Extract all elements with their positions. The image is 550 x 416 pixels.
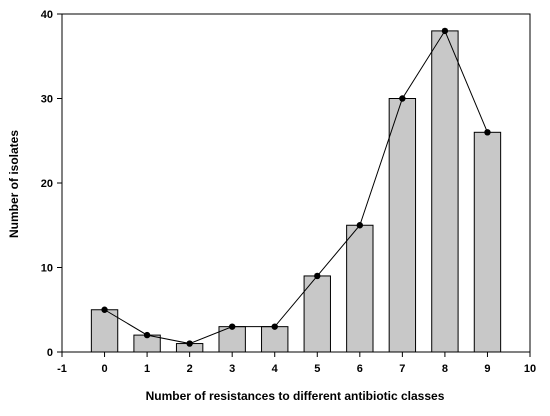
y-tick-label-40: 40 <box>41 9 53 21</box>
x-tick-label-5: 5 <box>314 363 320 375</box>
y-tick-label-10: 10 <box>41 263 53 275</box>
point-8 <box>441 27 449 35</box>
bar-9 <box>473 131 502 353</box>
bar-0 <box>90 309 119 353</box>
point-9 <box>484 129 491 136</box>
point-6 <box>356 222 364 229</box>
point-3 <box>228 323 236 330</box>
bar-8 <box>431 30 459 353</box>
x-tick-label-10: 10 <box>524 363 536 375</box>
y-tick-label-30: 30 <box>41 94 53 106</box>
point-0 <box>101 306 108 313</box>
line-layer <box>101 27 491 347</box>
axes-layer: -1 0 1 2 3 4 5 6 7 8 9 10 0 10 20 30 40 <box>41 9 536 375</box>
x-tick-label-7: 7 <box>399 363 405 375</box>
x-tick-label-9: 9 <box>484 363 490 375</box>
x-tick-label-2: 2 <box>187 363 193 375</box>
point-5 <box>314 272 321 280</box>
x-tick-label-0: 0 <box>101 363 107 375</box>
bars-layer <box>90 30 502 353</box>
point-7 <box>399 95 406 102</box>
x-tick-label-8: 8 <box>442 363 448 375</box>
x-tick-label--1: -1 <box>57 363 67 375</box>
bar-7 <box>388 98 417 353</box>
x-tick-label-1: 1 <box>144 363 150 375</box>
x-tick-label-3: 3 <box>229 363 235 375</box>
x-tick-label-6: 6 <box>357 363 363 375</box>
point-2 <box>186 340 193 347</box>
bar-6 <box>346 224 374 353</box>
y-tick-label-20: 20 <box>41 178 53 190</box>
point-1 <box>143 331 151 339</box>
point-4 <box>271 323 278 330</box>
y-axis-label: Number of isolates <box>7 130 21 238</box>
bar-4 <box>261 326 289 353</box>
x-axis-label: Number of resistances to different antib… <box>146 389 445 403</box>
x-tick-label-4: 4 <box>272 363 279 375</box>
trend-line <box>104 29 488 345</box>
y-tick-label-0: 0 <box>47 347 53 359</box>
